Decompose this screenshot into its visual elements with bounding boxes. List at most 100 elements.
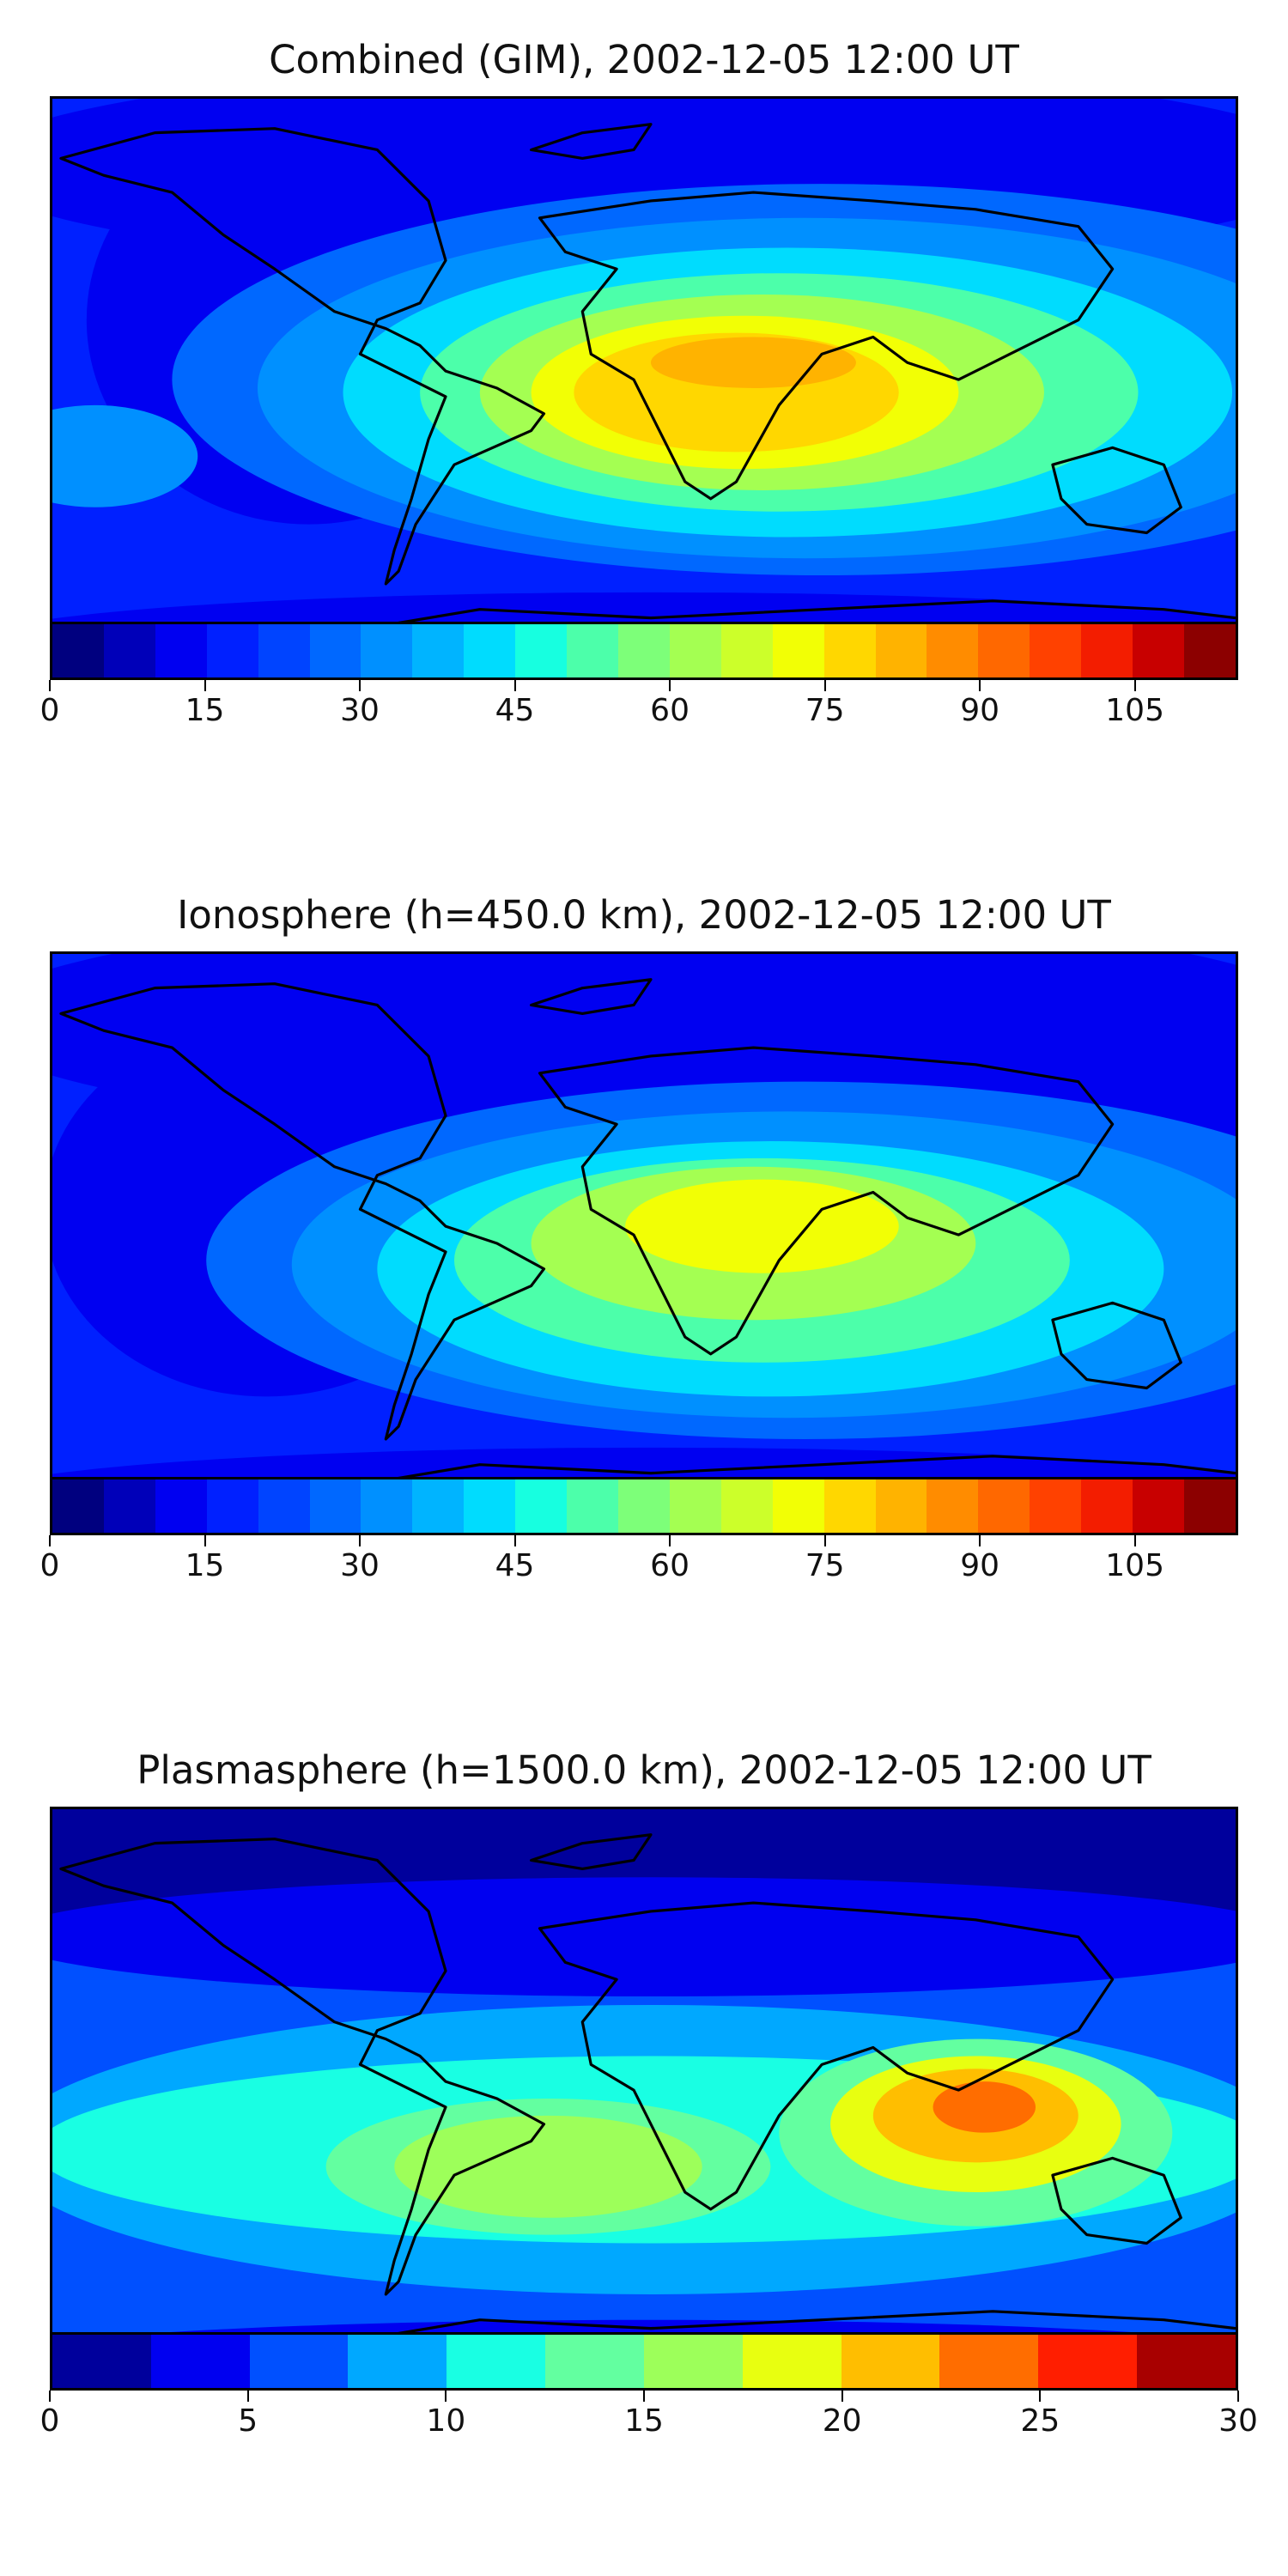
colorbar-segment (875, 1479, 927, 1533)
colorbar-tick-mark (669, 680, 671, 691)
colorbar-tick-label: 105 (1105, 1548, 1164, 1583)
colorbar-segment (545, 2335, 644, 2388)
colorbar-segment (772, 624, 824, 677)
colorbar-tick-label: 105 (1105, 693, 1164, 728)
panel-title-plasmasphere: Plasmasphere (h=1500.0 km), 2002-12-05 1… (137, 1747, 1151, 1793)
colorbar-segment (841, 2335, 940, 2388)
map-combined (50, 96, 1238, 680)
colorbar-segment (567, 1479, 618, 1533)
colorbar-tick-label: 15 (185, 1548, 225, 1583)
colorbar-tick-mark (359, 1535, 361, 1546)
contour-band (650, 337, 856, 388)
colorbar-ionosphere (50, 1477, 1238, 1535)
colorbar-tick-label: 75 (805, 693, 845, 728)
colorbar-segment (515, 624, 568, 677)
colorbar-tick-label: 30 (340, 1548, 380, 1583)
colorbar-tick-label: 5 (238, 2403, 258, 2439)
colorbar-tick-label: 20 (822, 2403, 862, 2439)
colorbar-tick-mark (1133, 680, 1136, 691)
colorbar-tick-mark (979, 680, 981, 691)
colorbar-segment (206, 1479, 258, 1533)
colorbar-segment (412, 1479, 465, 1533)
colorbar-tick-mark (49, 1535, 51, 1546)
colorbar-segment (1081, 1479, 1133, 1533)
map-svg-combined (52, 99, 1236, 677)
colorbar-tick-mark (204, 680, 206, 691)
colorbar-segment (1030, 624, 1082, 677)
colorbar-segment (772, 1479, 824, 1533)
colorbar-segment (52, 624, 104, 677)
colorbar-tick-label: 0 (39, 693, 60, 728)
colorbar-segment (348, 2335, 447, 2388)
panel-title-combined: Combined (GIM), 2002-12-05 12:00 UT (269, 37, 1019, 82)
contour-band (933, 2081, 1036, 2133)
colorbar-combined (50, 622, 1238, 680)
colorbar-tick-mark (1133, 1535, 1136, 1546)
colorbar-tick-mark (643, 2391, 645, 2402)
colorbar-tick-label: 15 (185, 693, 225, 728)
colorbar-segment (52, 1479, 104, 1533)
map-ionosphere (50, 951, 1238, 1535)
colorbar-tick-mark (246, 2391, 249, 2402)
colorbar-segment (412, 624, 465, 677)
colorbar-tick-label: 75 (805, 1548, 845, 1583)
colorbar-segment (617, 1479, 670, 1533)
colorbar-tick-mark (669, 1535, 671, 1546)
colorbar-segment (309, 1479, 361, 1533)
colorbar-segment (258, 1479, 310, 1533)
colorbar-tick-mark (359, 680, 361, 691)
colorbar-tick-mark (204, 1535, 206, 1546)
colorbar-segment (258, 624, 310, 677)
colorbar-tick-label: 60 (650, 1548, 690, 1583)
colorbar-tick-mark (841, 2391, 843, 2402)
map-svg-ionosphere (52, 954, 1236, 1533)
colorbar-segment (742, 2335, 841, 2388)
colorbar-tick-label: 60 (650, 693, 690, 728)
colorbar-segment (567, 624, 618, 677)
map-svg-plasmasphere (52, 1809, 1236, 2388)
map-plasmasphere (50, 1807, 1238, 2391)
colorbar-segment (52, 2335, 151, 2388)
colorbar-segment (669, 624, 721, 677)
colorbar-tick-label: 15 (624, 2403, 664, 2439)
colorbar-tick-mark (49, 680, 51, 691)
contour-band (625, 1179, 899, 1273)
colorbar-segment (1183, 624, 1236, 677)
colorbar-tick-mark (823, 1535, 826, 1546)
colorbar-segment (1137, 2335, 1236, 2388)
colorbar-segment (1133, 1479, 1184, 1533)
colorbar-segment (978, 624, 1030, 677)
colorbar-tick-mark (513, 680, 516, 691)
colorbar-segment (823, 624, 876, 677)
colorbar-tick-label: 90 (960, 693, 1000, 728)
colorbar-tick-label: 30 (1218, 2403, 1258, 2439)
colorbar-segment (515, 1479, 568, 1533)
contour-band (52, 404, 198, 507)
colorbar-segment (927, 624, 979, 677)
colorbar-tick-label: 45 (495, 693, 535, 728)
coastlines (59, 1833, 1236, 2339)
colorbar-segment (150, 2335, 250, 2388)
colorbar-tick-label: 30 (340, 693, 380, 728)
panel-title-ionosphere: Ionosphere (h=450.0 km), 2002-12-05 12:0… (177, 892, 1111, 938)
coastlines (59, 123, 1236, 629)
colorbar-tick-mark (513, 1535, 516, 1546)
colorbar-segment (103, 1479, 155, 1533)
colorbar-segment (875, 624, 927, 677)
colorbar-segment (1081, 624, 1133, 677)
colorbar-segment (617, 624, 670, 677)
colorbar-segment (249, 2335, 349, 2388)
colorbar-segment (823, 1479, 876, 1533)
colorbar-tick-label: 0 (39, 1548, 60, 1583)
contour-band (52, 1877, 1236, 1997)
colorbar-tick-label: 90 (960, 1548, 1000, 1583)
colorbar-tick-mark (445, 2391, 447, 2402)
colorbar-segment (464, 1479, 516, 1533)
colorbar-segment (103, 624, 155, 677)
colorbar-plasmasphere (50, 2332, 1238, 2391)
colorbar-segment (939, 2335, 1039, 2388)
colorbar-tick-label: 25 (1020, 2403, 1060, 2439)
colorbar-segment (1133, 624, 1184, 677)
colorbar-tick-label: 10 (426, 2403, 466, 2439)
colorbar-segment (720, 1479, 773, 1533)
